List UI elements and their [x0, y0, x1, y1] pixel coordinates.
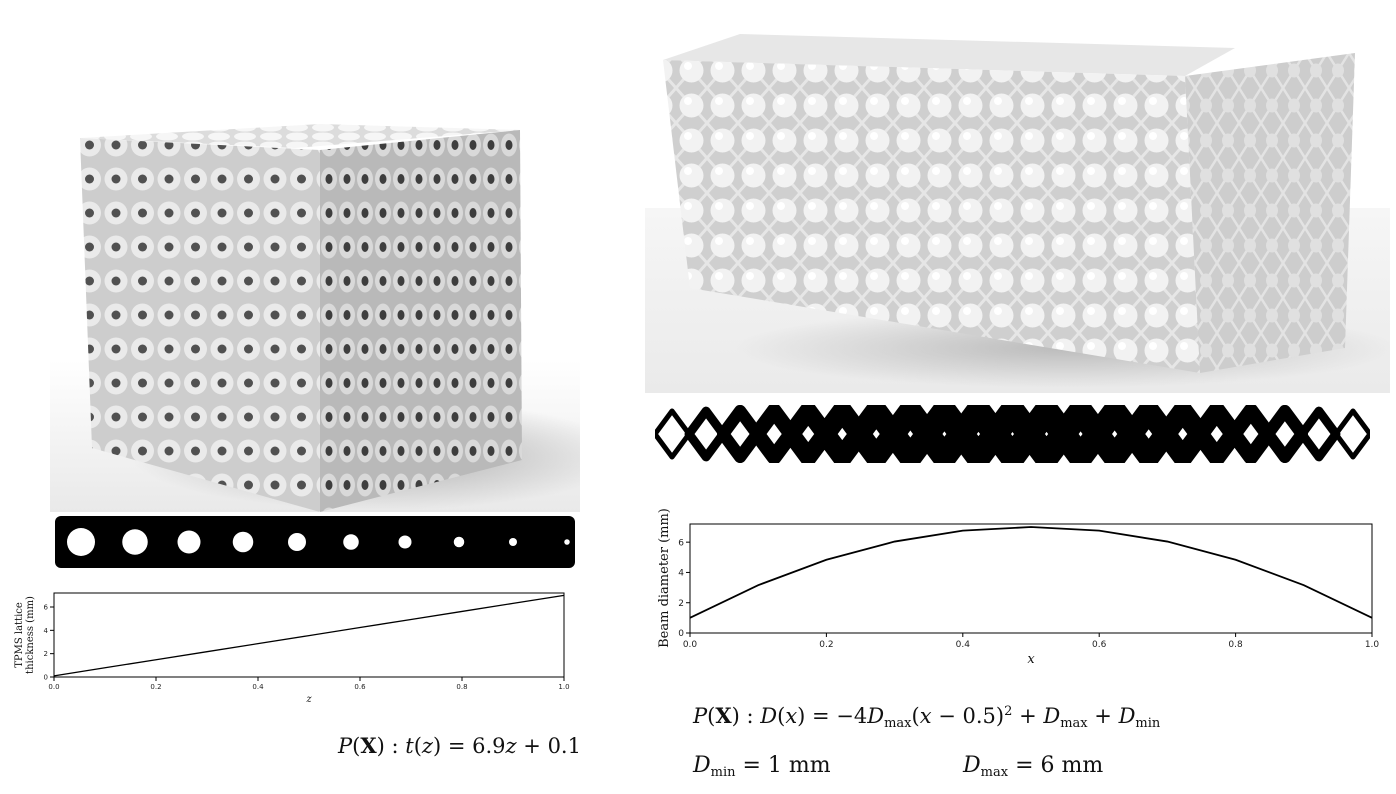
series-line — [689, 526, 1373, 619]
plot-frame — [53, 592, 565, 678]
strip-hole — [398, 535, 412, 549]
dmax-value: Dmax = 6 mm — [963, 753, 1104, 780]
tpms-cross-section-strip — [55, 516, 575, 568]
y-tick-label: 4 — [44, 627, 49, 635]
series-line — [53, 594, 565, 677]
strip-hole — [343, 534, 359, 550]
strip-hole — [122, 529, 148, 555]
x-axis-label: x — [1027, 652, 1035, 667]
beam-diameter-chart: 0.0 0.2 0.4 0.6 0.8 1.0 0 2 4 6 x Beam diameter (mm… — [657, 508, 1380, 667]
tpms-formula: P(X) : t(z) = 6.9z + 0.1 — [338, 733, 581, 758]
y-axis-label: TPMS lattice thickness (mm) — [14, 596, 36, 674]
y-axis-label: Beam diameter (mm) — [657, 508, 672, 648]
x-tick-label: 0.4 — [956, 640, 971, 650]
beam-cell — [655, 408, 692, 460]
beam-cell — [1333, 408, 1370, 460]
y-tick-label: 0 — [678, 629, 684, 639]
y-axis-label-line: thickness (mm) — [25, 596, 36, 674]
beam-cell — [1261, 405, 1309, 463]
x-tick-label: 0.0 — [683, 640, 698, 650]
y-axis-label-line: TPMS lattice — [14, 602, 25, 668]
x-tick-label: 0.8 — [1228, 640, 1243, 650]
strip-hole — [67, 528, 95, 556]
strip-hole — [232, 531, 254, 553]
y-tick-label: 2 — [678, 599, 684, 609]
strip-hole — [453, 536, 465, 548]
x-tick-label: 0.8 — [456, 683, 467, 691]
dmin-value: Dmin = 1 mm — [693, 753, 831, 780]
x-tick-label: 0.4 — [252, 683, 264, 691]
x-tick-label: 1.0 — [558, 683, 569, 691]
beam-lattice-render — [645, 18, 1390, 393]
x-tick-label: 0.2 — [819, 640, 833, 650]
plot-frame — [689, 523, 1373, 634]
y-tick-label: 2 — [44, 650, 48, 658]
x-tick-label: 1.0 — [1365, 640, 1380, 650]
y-tick-label: 4 — [678, 569, 684, 579]
strip-hole — [177, 530, 201, 554]
y-tick-label: 0 — [44, 673, 48, 681]
y-tick-label: 6 — [44, 603, 49, 611]
strip-hole — [288, 533, 306, 551]
x-tick-label: 0.6 — [354, 683, 366, 691]
y-tick-label: 6 — [678, 538, 684, 548]
beam-cell — [1297, 406, 1341, 462]
x-tick-label: 0.2 — [150, 683, 161, 691]
tpms-cube-render — [50, 60, 580, 512]
tpms-thickness-chart: 0.0 0.2 0.4 0.6 0.8 1.0 0 2 4 6 z TPMS lattice thick… — [14, 592, 570, 705]
beam-cross-section-strip — [655, 405, 1370, 463]
beam-formula: P(X) : D(x) = −4Dmax(x − 0.5)2 + Dmax + … — [693, 703, 1161, 731]
strip-hole — [509, 538, 517, 546]
strip-hole — [564, 539, 570, 545]
x-tick-label: 0.6 — [1092, 640, 1107, 650]
x-axis-label: z — [305, 694, 312, 705]
x-tick-label: 0.0 — [48, 683, 59, 691]
